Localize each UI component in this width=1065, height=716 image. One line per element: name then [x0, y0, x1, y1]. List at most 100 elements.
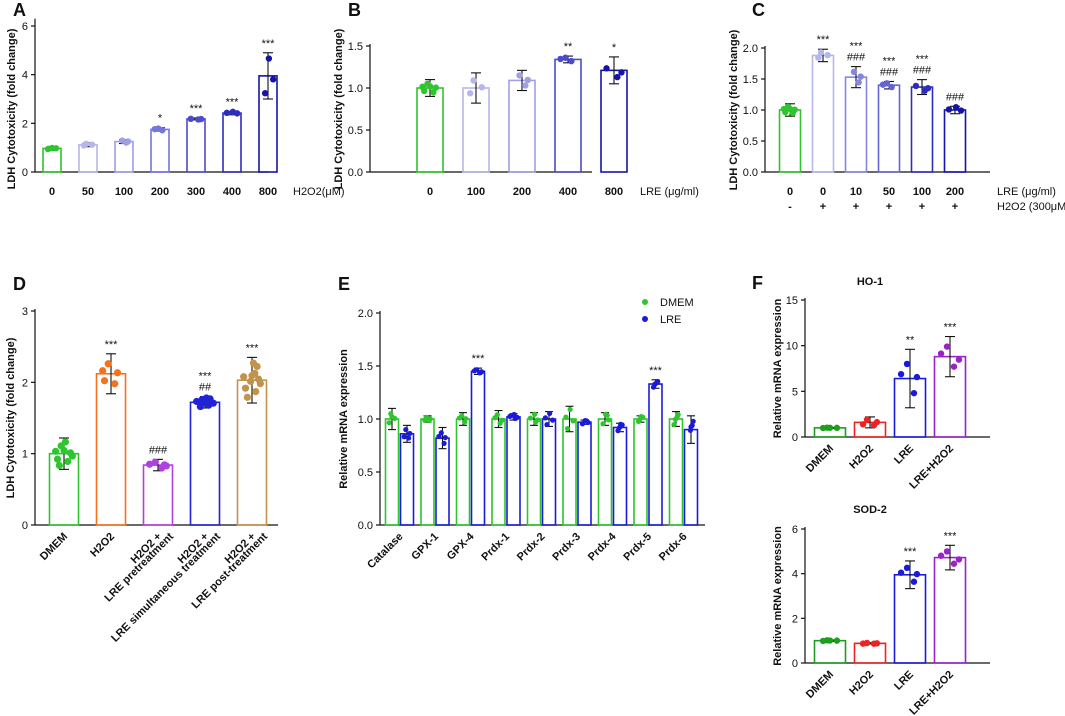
significance-mark: ***: [916, 54, 930, 66]
x-category-label: Prdx-5: [621, 531, 654, 564]
bar-5: [222, 112, 242, 173]
y-tick-label: 0.0: [743, 167, 758, 179]
data-point: [193, 397, 201, 406]
data-point: [162, 462, 170, 470]
significance-mark: ***: [649, 365, 663, 377]
data-point: [570, 418, 576, 424]
y-tick-label: 6: [792, 524, 798, 536]
bar-dmem-prdx-3: [562, 418, 577, 526]
data-point: [265, 55, 273, 62]
h2o2-row-label: +: [919, 201, 925, 213]
bar-lre-prdx-4: [612, 426, 628, 526]
y-axis-label: LDH Cytotoxicity (fold change): [728, 29, 740, 190]
data-point: [879, 81, 887, 88]
significance-mark: ***: [817, 34, 831, 46]
data-point: [903, 360, 911, 368]
data-point: [522, 82, 529, 89]
bar-dmem-prdx-1: [491, 418, 506, 526]
data-point: [407, 430, 413, 437]
panel-label-f: F: [752, 273, 763, 293]
y-axis-label: Relative mRNA expression: [338, 349, 350, 489]
data-point: [910, 389, 918, 397]
bar-dmem-prdx-5: [633, 418, 648, 526]
data-point: [888, 83, 895, 91]
x-category-label: 0: [49, 186, 55, 198]
data-point: [197, 115, 205, 123]
data-point: [146, 460, 154, 468]
data-point: [690, 418, 696, 424]
bar-3: [877, 84, 901, 173]
bar-lre-prdx-3: [577, 421, 592, 526]
x-category-label: 800: [605, 186, 623, 198]
bar-3: [933, 556, 967, 664]
data-point: [562, 54, 569, 61]
data-point: [269, 76, 277, 83]
x-category-label: 400: [559, 186, 577, 198]
panel-subtitle: SOD-2: [853, 504, 887, 516]
h2o2-row-label: -: [788, 201, 792, 213]
significance-mark: ###: [149, 444, 168, 456]
significance-mark: ***: [190, 103, 204, 115]
bar-2: [508, 79, 536, 173]
y-tick-label: 2: [22, 377, 28, 389]
data-point: [424, 80, 431, 88]
data-point: [924, 84, 932, 92]
data-point: [240, 373, 248, 381]
y-tick-label: 0.5: [743, 136, 758, 148]
y-tick-label: 1: [22, 449, 28, 461]
data-point: [955, 356, 963, 363]
data-point: [254, 375, 263, 383]
data-point: [479, 369, 485, 375]
data-point: [83, 140, 90, 147]
data-point: [824, 51, 831, 59]
panel-label-c: C: [752, 0, 765, 20]
data-point: [471, 368, 477, 374]
data-point: [950, 363, 958, 370]
bar-dmem-catalase: [384, 418, 400, 526]
bar-lre-gpx-1: [435, 437, 450, 526]
data-point: [859, 421, 867, 428]
bar-4: [910, 86, 934, 173]
significance-mark: *: [158, 113, 163, 125]
x-category-label: 200: [513, 186, 531, 198]
bar-lre-prdx-5: [648, 383, 663, 526]
y-axis-label: Relative mRNA expression: [772, 526, 784, 666]
data-point: [637, 416, 643, 422]
y-tick-label: 2.0: [743, 43, 758, 55]
significance-mark: ###: [946, 91, 965, 103]
y-axis-label: LDH Cytotoxicity (fold change): [5, 337, 17, 498]
bar-dmem-prdx-6: [668, 418, 684, 526]
data-point: [897, 370, 905, 378]
data-point: [204, 396, 212, 405]
significance-mark: ***: [105, 339, 119, 351]
data-point: [614, 73, 621, 81]
data-point: [654, 380, 660, 386]
data-point: [44, 145, 52, 153]
y-tick-label: 5: [792, 386, 798, 398]
data-point: [248, 372, 256, 380]
significance-mark: ***: [226, 96, 240, 108]
bar-2: [114, 140, 134, 173]
y-tick-label: 1.5: [348, 41, 363, 53]
x-category-label: Prdx-3: [550, 531, 583, 564]
data-point: [544, 421, 550, 428]
y-tick-label: 0: [22, 167, 28, 179]
data-point: [547, 410, 553, 417]
data-point: [557, 55, 564, 63]
y-tick-label: 3: [22, 306, 28, 318]
bar-3: [554, 58, 582, 173]
data-point: [247, 377, 255, 385]
bar-lre-prdx-2: [541, 418, 557, 526]
data-point: [957, 107, 965, 114]
row-label-lre: LRE (μg/ml): [997, 186, 1056, 198]
bar-0: [42, 147, 62, 173]
data-point: [671, 421, 677, 428]
data-point: [600, 421, 606, 427]
data-point: [507, 413, 513, 420]
significance-mark: **: [906, 334, 915, 346]
data-point: [462, 419, 468, 425]
bar-1: [95, 372, 127, 526]
x-category-label: 800: [259, 186, 277, 198]
data-point: [151, 458, 159, 466]
